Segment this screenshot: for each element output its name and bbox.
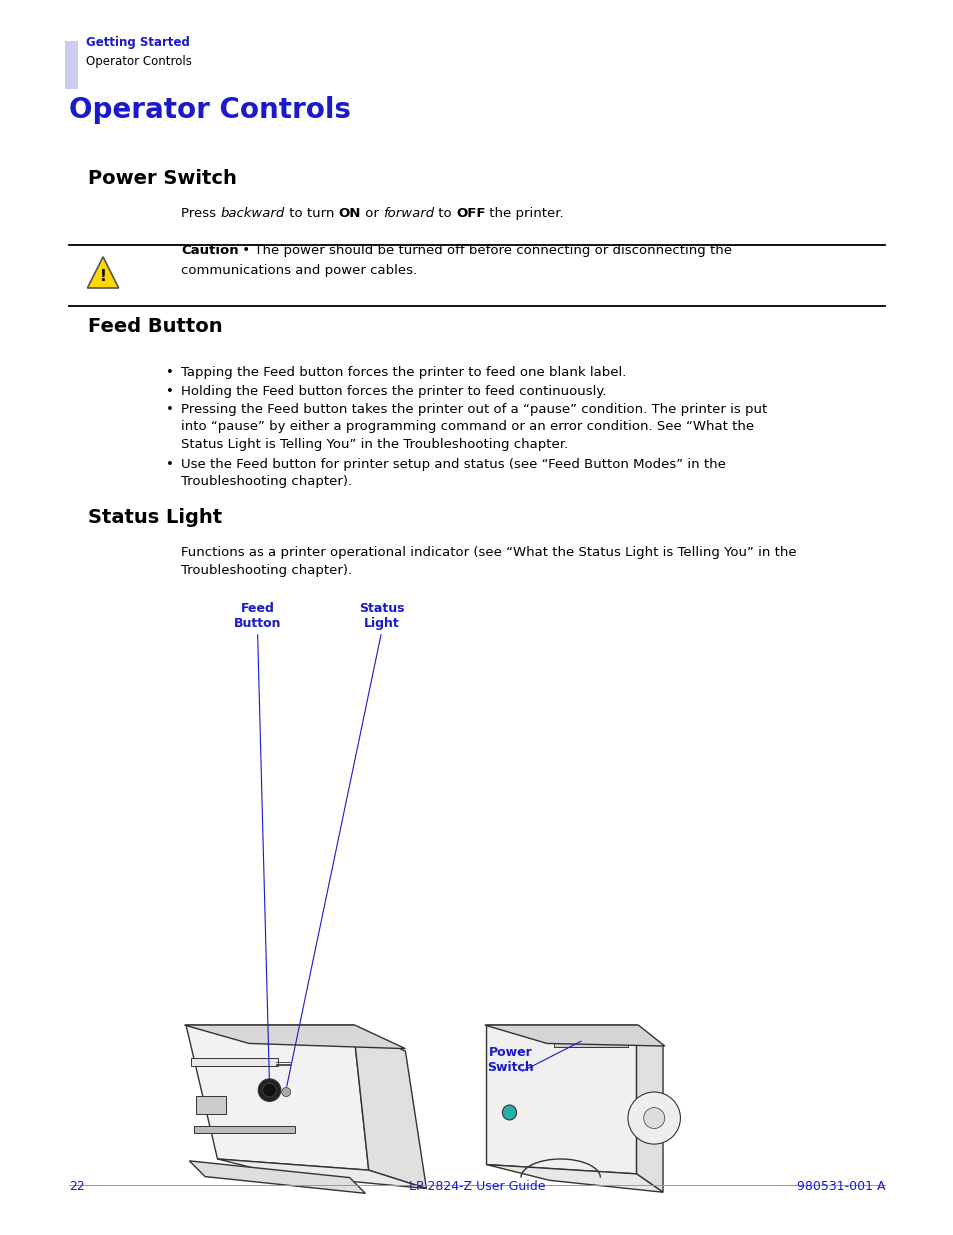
Text: •: • <box>166 384 173 398</box>
Text: Feed
Button: Feed Button <box>233 601 281 630</box>
Text: Power
Switch: Power Switch <box>486 1046 534 1074</box>
Text: forward: forward <box>382 206 434 220</box>
Text: to: to <box>434 206 456 220</box>
Bar <box>65 41 78 89</box>
Text: Troubleshooting chapter).: Troubleshooting chapter). <box>181 474 352 488</box>
Text: LP 2824-Z User Guide: LP 2824-Z User Guide <box>408 1179 545 1193</box>
Text: Operator Controls: Operator Controls <box>69 95 351 124</box>
Ellipse shape <box>643 1108 664 1129</box>
Polygon shape <box>486 1025 636 1174</box>
Text: into “pause” by either a programming command or an error condition. See “What th: into “pause” by either a programming com… <box>181 420 754 433</box>
Ellipse shape <box>502 1105 516 1120</box>
Text: •: • <box>166 457 173 471</box>
Text: Status
Light: Status Light <box>358 601 404 630</box>
Text: communications and power cables.: communications and power cables. <box>181 263 417 277</box>
Text: OFF: OFF <box>456 206 485 220</box>
Circle shape <box>281 1088 291 1097</box>
Text: Caution: Caution <box>181 243 238 257</box>
Text: Functions as a printer operational indicator (see “What the Status Light is Tell: Functions as a printer operational indic… <box>181 546 796 559</box>
Text: Use the Feed button for printer setup and status (see “Feed Button Modes” in the: Use the Feed button for printer setup an… <box>181 457 725 471</box>
Text: !: ! <box>99 269 107 284</box>
Text: the printer.: the printer. <box>485 206 563 220</box>
Polygon shape <box>184 1025 405 1049</box>
Polygon shape <box>191 1057 277 1066</box>
Polygon shape <box>195 1095 226 1114</box>
Polygon shape <box>186 1025 368 1170</box>
Text: ON: ON <box>338 206 360 220</box>
Text: Feed Button: Feed Button <box>88 317 222 336</box>
Circle shape <box>258 1079 280 1102</box>
Text: Tapping the Feed button forces the printer to feed one blank label.: Tapping the Feed button forces the print… <box>181 366 626 379</box>
Polygon shape <box>217 1158 426 1188</box>
Polygon shape <box>88 257 118 288</box>
Text: Troubleshooting chapter).: Troubleshooting chapter). <box>181 563 352 577</box>
Text: Pressing the Feed button takes the printer out of a “pause” condition. The print: Pressing the Feed button takes the print… <box>181 403 767 416</box>
Text: 980531-001 A: 980531-001 A <box>796 1179 884 1193</box>
Polygon shape <box>636 1025 662 1192</box>
Text: or: or <box>360 206 382 220</box>
Text: 22: 22 <box>69 1179 85 1193</box>
Text: •: • <box>166 403 173 416</box>
Text: Press: Press <box>181 206 220 220</box>
Circle shape <box>262 1083 276 1097</box>
Text: Status Light is Telling You” in the Troubleshooting chapter.: Status Light is Telling You” in the Trou… <box>181 437 568 451</box>
Text: Status Light: Status Light <box>88 509 222 527</box>
Text: Holding the Feed button forces the printer to feed continuously.: Holding the Feed button forces the print… <box>181 384 606 398</box>
Polygon shape <box>353 1025 426 1188</box>
Polygon shape <box>484 1025 664 1046</box>
Text: to turn: to turn <box>284 206 338 220</box>
Text: backward: backward <box>220 206 284 220</box>
Text: Power Switch: Power Switch <box>88 169 236 188</box>
Text: •: • <box>166 366 173 379</box>
Ellipse shape <box>627 1092 679 1144</box>
Polygon shape <box>553 1040 627 1047</box>
Text: Getting Started: Getting Started <box>86 36 190 49</box>
Text: Operator Controls: Operator Controls <box>86 54 192 68</box>
Polygon shape <box>189 1161 365 1193</box>
Polygon shape <box>486 1165 662 1192</box>
Text: • The power should be turned off before connecting or disconnecting the: • The power should be turned off before … <box>238 243 732 257</box>
Polygon shape <box>194 1125 294 1132</box>
